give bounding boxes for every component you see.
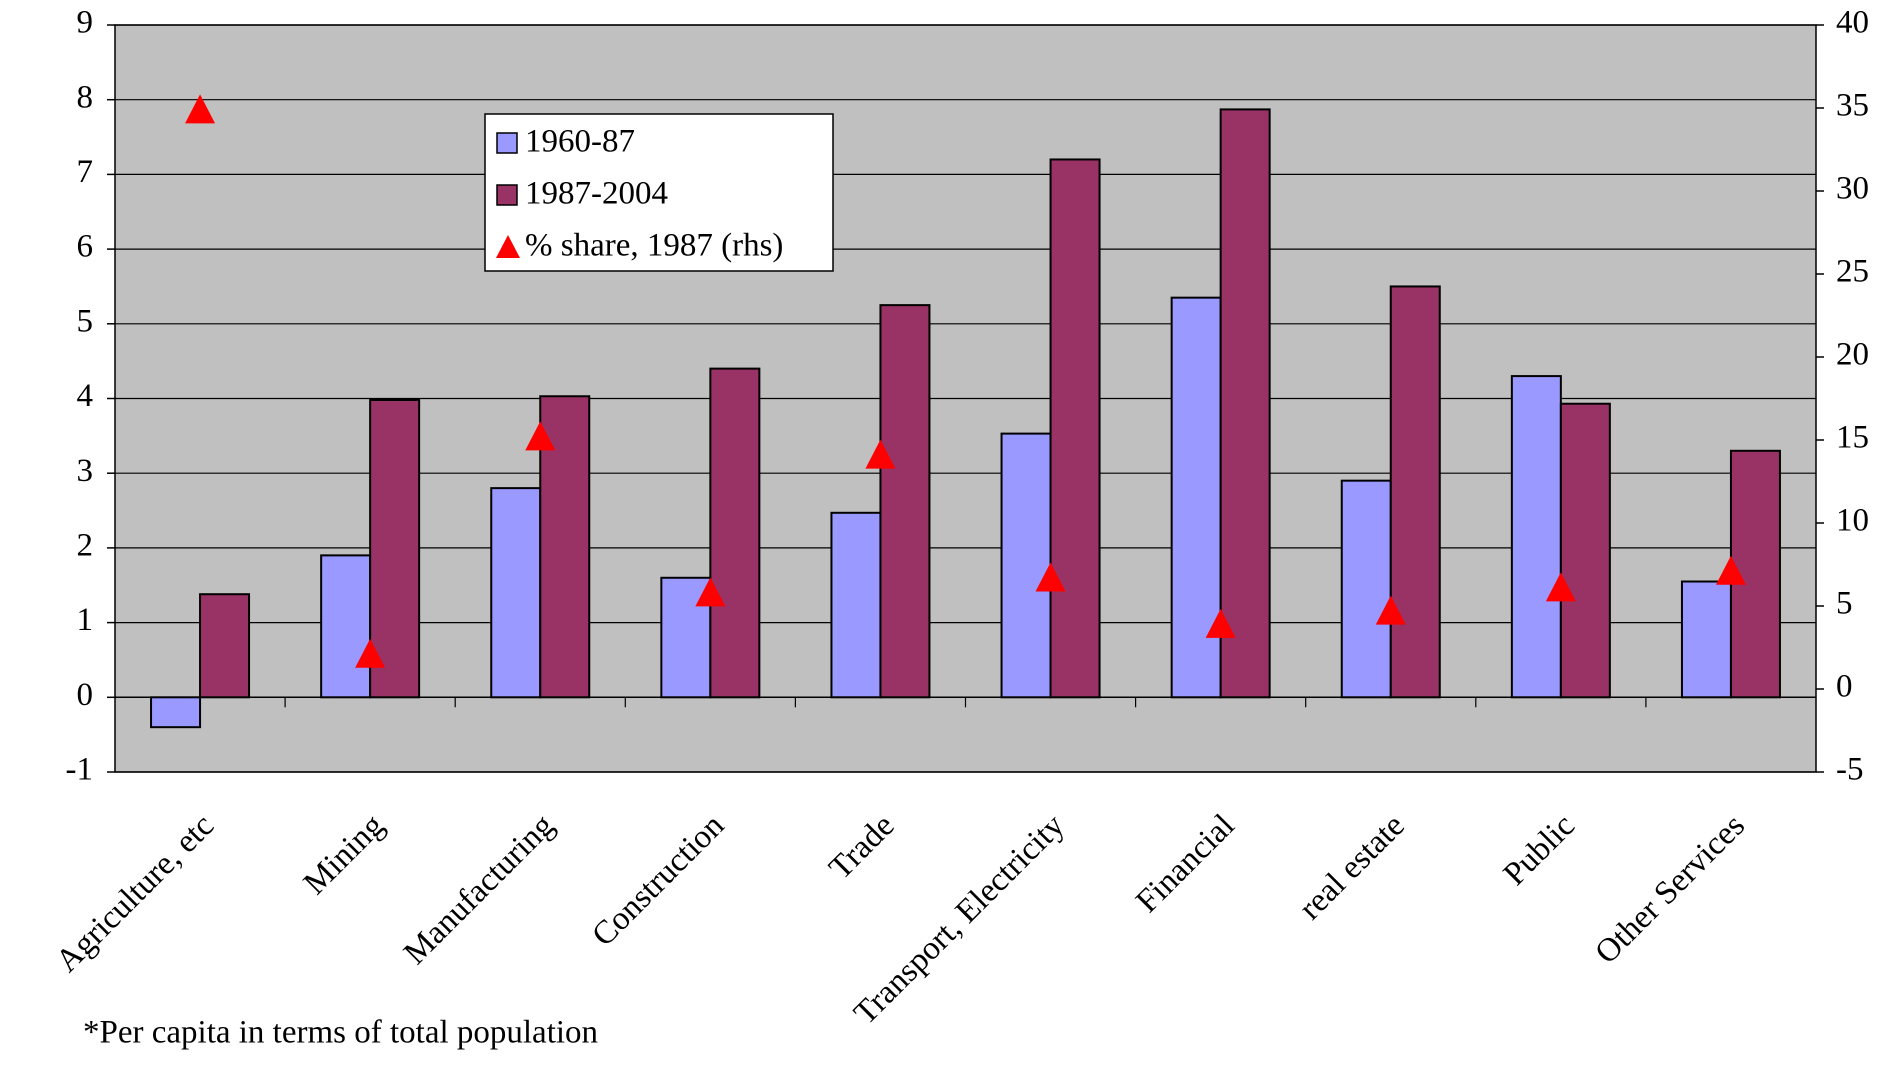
x-tick-label: Manufacturing xyxy=(397,808,561,972)
triangle-marker xyxy=(185,94,216,124)
legend-label: 1987-2004 xyxy=(525,176,668,212)
y2-tick-label: 20 xyxy=(1836,337,1869,373)
y2-tick-label: 30 xyxy=(1836,171,1869,207)
x-tick-label: real estate xyxy=(1292,808,1411,927)
legend-marker xyxy=(496,235,520,258)
y-tick-label: 3 xyxy=(77,453,94,489)
x-tick-label: Mining xyxy=(297,808,391,902)
y-tick-label: -1 xyxy=(66,752,94,788)
triangle-marker xyxy=(865,439,896,469)
y2-tick-label: 0 xyxy=(1836,669,1853,705)
y2-tick-label: 5 xyxy=(1836,586,1853,622)
y-tick-label: 5 xyxy=(77,303,94,339)
x-tick-label: Trade xyxy=(822,808,901,887)
y2-tick-label: 40 xyxy=(1836,5,1869,41)
y-tick-label: 8 xyxy=(77,79,94,115)
bar xyxy=(1219,108,1271,699)
bar xyxy=(1680,580,1732,699)
y-tick-label: 2 xyxy=(77,527,94,563)
triangle-marker xyxy=(1715,555,1746,585)
y-tick-label: 4 xyxy=(77,378,94,414)
bar xyxy=(199,593,251,699)
legend-box xyxy=(484,113,834,272)
x-tick-label: Public xyxy=(1497,808,1582,893)
bar xyxy=(150,696,202,729)
bar xyxy=(1049,158,1101,699)
x-tick-label: Financial xyxy=(1129,808,1241,920)
triangle-marker xyxy=(525,421,556,451)
bar xyxy=(1000,432,1052,699)
triangle-marker xyxy=(1375,595,1406,625)
bar xyxy=(879,304,931,699)
y-tick-label: 7 xyxy=(77,154,94,190)
triangle-marker xyxy=(1545,572,1576,602)
bar xyxy=(1340,479,1392,699)
triangle-marker xyxy=(1205,608,1236,638)
y-tick-label: 1 xyxy=(77,602,94,638)
y-tick-label: 6 xyxy=(77,229,94,265)
plot-border xyxy=(114,24,1817,773)
bar xyxy=(1389,285,1441,699)
bar xyxy=(320,554,372,699)
triangle-marker xyxy=(695,577,726,607)
y-tick-label: 9 xyxy=(77,5,94,41)
bar xyxy=(1510,375,1562,699)
y2-tick-label: 25 xyxy=(1836,254,1869,290)
bar xyxy=(1559,402,1611,699)
footnote: *Per capita in terms of total population xyxy=(83,1015,598,1051)
bar xyxy=(830,511,882,699)
y2-tick-label: 35 xyxy=(1836,88,1869,124)
bar xyxy=(490,487,542,699)
triangle-marker xyxy=(1035,562,1066,592)
legend-swatch xyxy=(496,132,518,154)
legend-label: 1960-87 xyxy=(525,124,635,160)
x-tick-label: Agriculture, etc xyxy=(49,808,221,980)
y2-tick-label: -5 xyxy=(1836,752,1864,788)
triangle-marker xyxy=(355,638,386,668)
y2-tick-label: 10 xyxy=(1836,503,1869,539)
bar xyxy=(369,398,421,699)
x-tick-label: Other Services xyxy=(1588,808,1751,971)
bar xyxy=(709,367,761,699)
x-tick-label: Construction xyxy=(585,808,731,954)
y-tick-label: 0 xyxy=(77,677,94,713)
y2-tick-label: 15 xyxy=(1836,420,1869,456)
legend-label: % share, 1987 (rhs) xyxy=(525,228,783,264)
legend-swatch xyxy=(496,184,518,206)
